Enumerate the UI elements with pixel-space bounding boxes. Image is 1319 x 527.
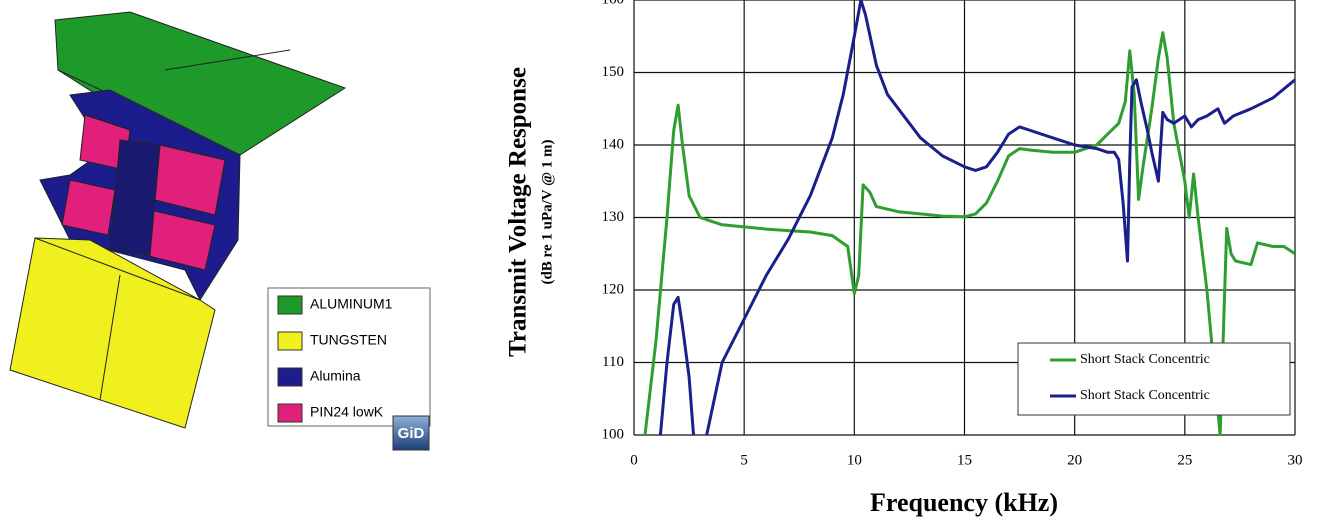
legend-swatch bbox=[278, 332, 302, 350]
page: ALUMINUM1 TUNGSTEN Alumina PIN24 lowK GiD T… bbox=[0, 0, 1319, 527]
legend-swatch bbox=[278, 368, 302, 386]
legend-swatch bbox=[278, 404, 302, 422]
x-tick-label: 5 bbox=[740, 452, 748, 468]
x-tick-label: 10 bbox=[847, 452, 862, 468]
y-tick-label: 130 bbox=[602, 209, 625, 225]
legend-label: Short Stack Concentric bbox=[1080, 352, 1210, 367]
x-tick-label: 20 bbox=[1067, 452, 1082, 468]
y-tick-label: 140 bbox=[602, 136, 625, 152]
y-tick-label: 110 bbox=[602, 354, 624, 370]
x-tick-label: 25 bbox=[1177, 452, 1192, 468]
legend-label: PIN24 lowK bbox=[310, 404, 384, 420]
x-axis-title: Frequency (kHz) bbox=[870, 488, 1058, 517]
x-tick-label: 0 bbox=[630, 452, 638, 468]
legend-label: Short Stack Concentric bbox=[1080, 388, 1210, 403]
y-tick-label: 150 bbox=[602, 64, 625, 80]
y-tick-label: 100 bbox=[602, 426, 625, 442]
logo-text: GiD bbox=[398, 425, 425, 442]
legend-label: ALUMINUM1 bbox=[310, 296, 393, 312]
y-axis-subtitle: (dB re 1 uPa/V @ 1 m) bbox=[539, 139, 555, 284]
legend-label: TUNGSTEN bbox=[310, 332, 387, 348]
y-tick-label: 120 bbox=[602, 281, 625, 297]
y-axis-title: Transmit Voltage Response bbox=[505, 67, 532, 357]
x-tick-label: 30 bbox=[1288, 452, 1303, 468]
legend-swatch bbox=[278, 296, 302, 314]
x-tick-label: 15 bbox=[957, 452, 972, 468]
legend-label: Alumina bbox=[310, 368, 361, 384]
y-tick-label: 160 bbox=[602, 0, 625, 7]
